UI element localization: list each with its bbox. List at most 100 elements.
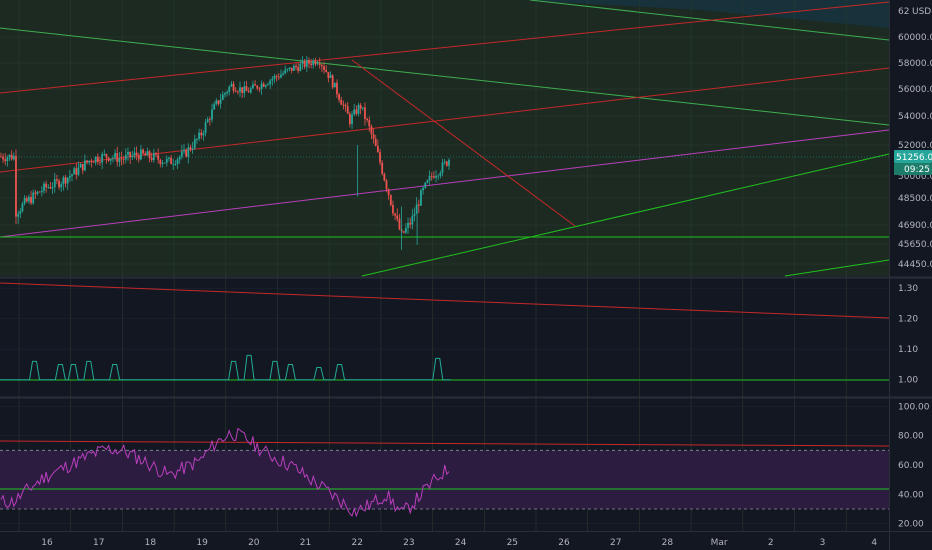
candle-body[interactable] [161,162,164,164]
candle-body[interactable] [432,176,435,178]
candle-body[interactable] [159,159,162,164]
candle-body[interactable] [0,156,2,158]
candle-body[interactable] [163,162,166,164]
red-descending-trendline[interactable] [351,59,576,227]
candle-body[interactable] [249,88,252,93]
candle-body[interactable] [120,158,123,160]
candle-body[interactable] [200,132,203,136]
candle-body[interactable] [415,204,418,214]
candle-body[interactable] [84,160,86,171]
candle-body[interactable] [191,148,194,150]
green-rising-trendline-lower[interactable] [784,259,890,277]
candle-body[interactable] [290,67,293,71]
candle-body[interactable] [75,168,78,175]
candle-body[interactable] [361,107,364,109]
candle-body[interactable] [8,154,11,158]
candlestick-series[interactable] [0,55,450,250]
candle-body[interactable] [23,198,26,204]
candle-body[interactable] [320,65,323,67]
candle-body[interactable] [323,66,325,70]
candle-body[interactable] [66,177,69,184]
candle-body[interactable] [236,91,239,93]
candle-body[interactable] [379,152,381,163]
candle-body[interactable] [280,74,282,78]
candle-body[interactable] [417,204,420,206]
candle-body[interactable] [17,213,20,217]
candle-body[interactable] [206,119,209,123]
candle-body[interactable] [299,63,302,71]
candle-body[interactable] [422,187,425,191]
candle-body[interactable] [331,75,334,88]
candle-body[interactable] [32,192,35,204]
candle-body[interactable] [68,176,71,178]
candle-body[interactable] [430,176,433,177]
candle-body[interactable] [385,180,388,190]
candle-body[interactable] [64,177,67,184]
candle-body[interactable] [282,73,285,75]
candle-body[interactable] [165,158,168,163]
candle-body[interactable] [140,149,142,160]
candle-body[interactable] [180,151,183,157]
candle-body[interactable] [10,154,13,160]
candle-body[interactable] [30,196,32,204]
candle-body[interactable] [6,157,9,162]
candle-body[interactable] [185,149,188,157]
price-pane[interactable] [0,0,889,276]
candle-body[interactable] [392,205,394,214]
candle-body[interactable] [411,215,414,225]
candle-body[interactable] [213,104,216,110]
candle-body[interactable] [256,85,259,89]
candle-body[interactable] [312,60,315,66]
candle-body[interactable] [336,82,338,95]
candle-body[interactable] [196,138,198,140]
candle-body[interactable] [49,186,52,189]
candle-body[interactable] [396,215,399,219]
candle-body[interactable] [441,162,444,173]
candle-body[interactable] [310,63,313,66]
candle-body[interactable] [103,154,106,155]
candle-body[interactable] [79,163,82,168]
candle-body[interactable] [15,155,17,217]
candle-body[interactable] [219,99,222,104]
candle-body[interactable] [137,155,140,160]
candle-body[interactable] [277,76,280,78]
candle-body[interactable] [325,69,328,73]
candle-body[interactable] [338,94,341,100]
candle-body[interactable] [51,187,54,189]
candle-body[interactable] [45,183,48,188]
candle-body[interactable] [226,91,228,94]
candle-body[interactable] [234,90,237,92]
candle-body[interactable] [198,132,200,139]
candle-body[interactable] [109,158,112,161]
candle-body[interactable] [73,168,76,175]
candle-body[interactable] [420,190,422,206]
candle-body[interactable] [355,109,358,114]
candle-body[interactable] [295,65,297,68]
candle-body[interactable] [187,147,190,157]
candle-body[interactable] [107,157,110,161]
candle-body[interactable] [254,84,256,86]
candle-body[interactable] [346,106,349,114]
candle-body[interactable] [176,159,179,164]
magenta-trendline[interactable] [0,129,890,238]
candle-body[interactable] [112,157,114,159]
candle-body[interactable] [370,126,373,134]
candle-body[interactable] [71,174,73,177]
candle-body[interactable] [241,87,244,93]
candle-body[interactable] [150,157,153,160]
candle-body[interactable] [4,159,7,162]
candle-body[interactable] [426,180,429,183]
candle-body[interactable] [273,75,276,79]
candle-body[interactable] [19,211,22,214]
candle-body[interactable] [297,67,300,71]
candle-body[interactable] [407,222,409,228]
candle-body[interactable] [105,154,108,158]
candle-body[interactable] [178,156,181,160]
indicator1-pane[interactable] [0,279,889,395]
candle-body[interactable] [409,222,412,225]
candle-body[interactable] [402,231,405,233]
candle-body[interactable] [127,151,129,155]
candle-body[interactable] [230,83,233,87]
candle-body[interactable] [144,153,147,156]
